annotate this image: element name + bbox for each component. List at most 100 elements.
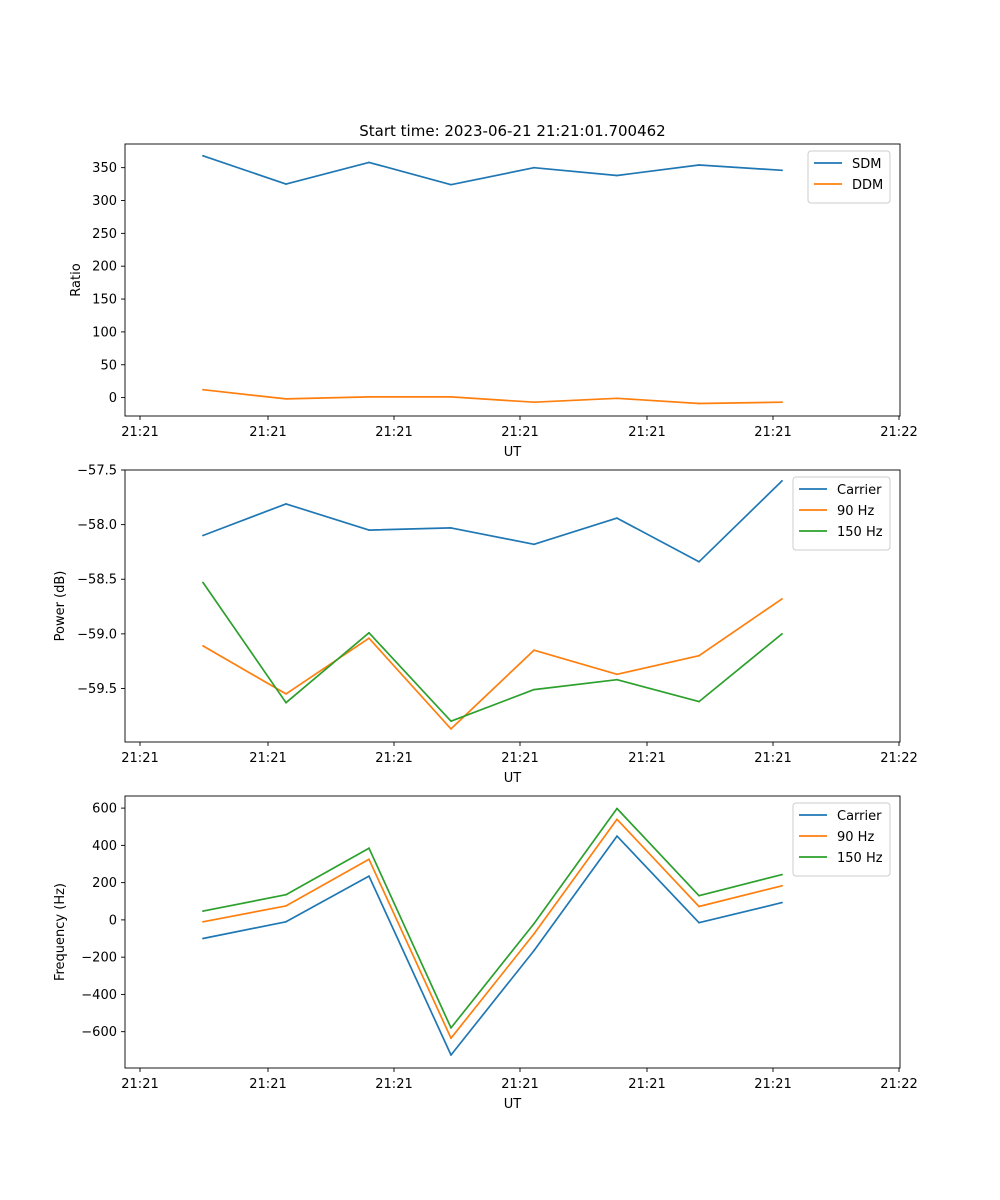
chart-2: 21:21 21:21 21:21 21:21 21:21 21:21 21:22 UT −59… — [53, 464, 918, 787]
data-point — [781, 401, 783, 404]
legend-label: SDM — [852, 157, 881, 172]
y-tick-label: 0 — [109, 913, 117, 928]
legend-label: 150 Hz — [837, 851, 883, 866]
data-point — [616, 678, 618, 681]
data-point — [450, 720, 452, 723]
legend-box — [807, 150, 891, 204]
y-tick-label: −59.0 — [77, 627, 117, 642]
x-tick-label: 21:22 — [880, 425, 917, 440]
data-point — [285, 503, 287, 505]
data-point — [450, 527, 452, 529]
data-point — [450, 396, 452, 398]
chart-title: Start time: 2023-06-21 21:21:01.700462 — [359, 122, 665, 140]
x-tick-label: 21:21 — [249, 751, 286, 766]
y-tick-label: −58.5 — [77, 573, 117, 588]
data-point — [202, 388, 204, 391]
x-tick-label: 21:21 — [754, 751, 791, 766]
data-point — [368, 529, 370, 531]
chart-1: Start time: 2023-06-21 21:21:01.700462 21… — [69, 122, 918, 460]
y-tick-label: 250 — [92, 227, 117, 242]
x-tick-label: 21:21 — [501, 751, 538, 766]
series-line-sdm — [202, 154, 783, 186]
data-point — [781, 598, 783, 600]
x-axis-label: UT — [504, 771, 522, 786]
data-point — [616, 397, 618, 400]
y-tick-label: 350 — [92, 161, 117, 176]
data-point — [368, 161, 370, 164]
data-point — [781, 884, 783, 887]
data-point — [781, 480, 783, 482]
legend: Carrier 90 Hz 150 Hz — [792, 802, 891, 877]
data-point — [533, 922, 535, 925]
data-point — [781, 169, 783, 172]
y-tick-label: 400 — [92, 839, 117, 854]
x-tick-label: 21:21 — [628, 751, 665, 766]
x-tick-label: 21:21 — [249, 425, 286, 440]
legend-label: 90 Hz — [837, 830, 874, 845]
legend-label: 90 Hz — [837, 504, 874, 519]
y-tick-label: −400 — [81, 988, 117, 1003]
data-point — [616, 174, 618, 177]
data-point — [698, 402, 700, 405]
x-tick-label: 21:21 — [754, 425, 791, 440]
legend-label: 150 Hz — [837, 525, 883, 540]
y-tick-label: −600 — [81, 1025, 117, 1040]
data-point — [533, 949, 535, 952]
y-tick-label: 150 — [92, 293, 117, 308]
data-point — [450, 1054, 452, 1056]
data-point — [781, 901, 783, 904]
y-tick-label: −59.5 — [77, 682, 117, 697]
series-line-90-hz — [202, 598, 783, 730]
data-point — [450, 183, 452, 186]
chart-3: 21:21 21:21 21:21 21:21 21:21 21:21 21:22 UT −60… — [53, 795, 918, 1112]
x-tick-label: 21:21 — [628, 1077, 665, 1092]
data-point — [616, 673, 618, 676]
data-point — [285, 920, 287, 923]
data-point — [202, 645, 204, 647]
data-point — [533, 166, 535, 169]
data-point — [533, 401, 535, 404]
series-line-ddm — [202, 388, 783, 405]
y-tick-label: 50 — [100, 358, 117, 373]
legend-label: Carrier — [837, 809, 882, 824]
data-point — [202, 937, 204, 940]
data-point — [698, 905, 700, 908]
legend-label: Carrier — [837, 483, 882, 498]
x-tick-label: 21:21 — [249, 1077, 286, 1092]
x-tick-label: 21:21 — [628, 425, 665, 440]
y-tick-label: 200 — [92, 876, 117, 891]
x-tick-label: 21:21 — [501, 1077, 538, 1092]
x-axis-label: UT — [504, 1097, 522, 1112]
data-point — [368, 858, 370, 861]
x-tick-label: 21:21 — [375, 1077, 412, 1092]
x-tick-label: 21:21 — [375, 751, 412, 766]
x-axis-label: UT — [504, 445, 522, 460]
plot-frame — [124, 469, 901, 743]
y-tick-label: −57.5 — [77, 464, 117, 479]
plot-frame — [124, 795, 901, 1069]
x-tick-label: 21:22 — [880, 751, 917, 766]
data-point — [285, 398, 287, 400]
x-tick-label: 21:21 — [501, 425, 538, 440]
data-point — [616, 818, 618, 821]
legend: Carrier 90 Hz 150 Hz — [792, 476, 891, 551]
data-point — [533, 543, 535, 546]
x-tick-label: 21:21 — [754, 1077, 791, 1092]
y-tick-label: 200 — [92, 260, 117, 275]
data-point — [450, 728, 452, 730]
data-point — [202, 581, 204, 584]
y-tick-label: 600 — [92, 802, 117, 817]
data-point — [533, 649, 535, 652]
data-point — [616, 807, 618, 810]
data-point — [698, 894, 700, 897]
series-line-150-hz — [202, 807, 783, 1029]
y-axis-label: Power (dB) — [53, 571, 68, 642]
series-line-carrier — [202, 480, 783, 563]
data-point — [698, 700, 700, 703]
data-point — [202, 910, 204, 912]
series-line-150-hz — [202, 582, 783, 723]
data-point — [285, 893, 287, 896]
data-point — [616, 517, 618, 519]
x-tick-label: 21:21 — [375, 425, 412, 440]
